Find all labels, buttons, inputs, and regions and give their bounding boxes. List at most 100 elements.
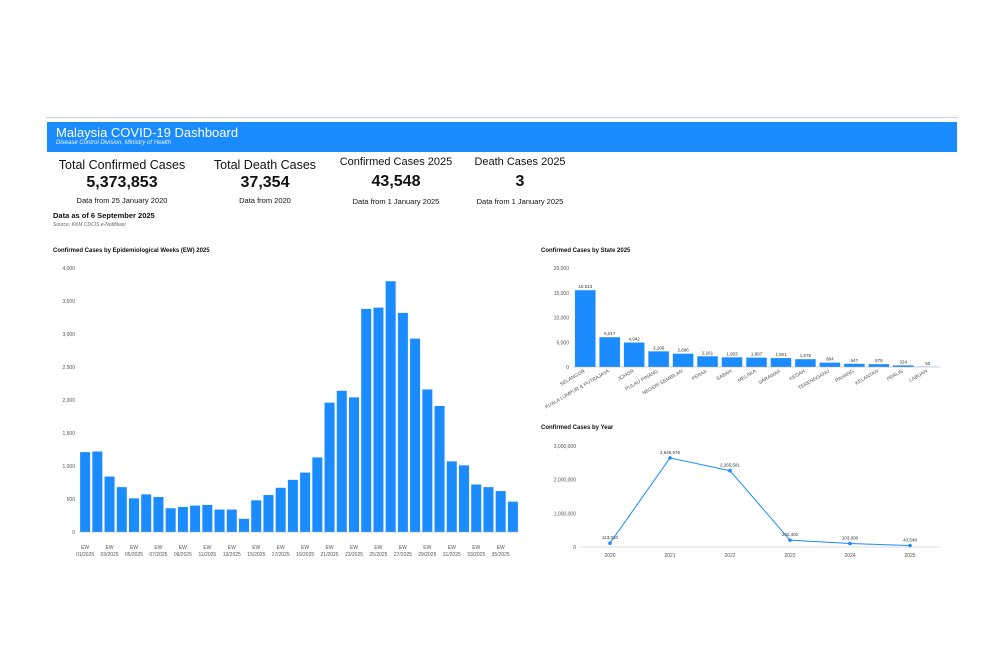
y-tick-label: 2,000: [62, 398, 75, 404]
bar: [300, 472, 311, 532]
x-tick-label-week: 23/2025: [345, 552, 363, 558]
y-tick-label: 20,000: [554, 266, 570, 272]
bar: [348, 397, 360, 532]
bar: [202, 504, 213, 532]
bar: [251, 500, 262, 532]
x-tick-label-week: 09/2025: [174, 552, 192, 558]
x-tick-label-ew: EW: [106, 545, 114, 551]
x-tick-label-week: 25/2025: [369, 552, 387, 558]
bar: [385, 281, 396, 532]
kpi-label: Total Confirmed Cases: [58, 158, 186, 172]
x-tick-label-ew: EW: [252, 545, 260, 551]
data-point: [908, 543, 912, 548]
bar: [336, 390, 347, 532]
kpi-total-deaths: Total Death Cases 37,354 Data from 2020: [205, 158, 325, 205]
bar: [226, 509, 237, 532]
x-tick-label-week: 29/2025: [418, 552, 436, 558]
x-tick-label-ew: EW: [374, 545, 382, 551]
bar: [458, 465, 470, 532]
x-tick-label-ew: EW: [203, 545, 211, 551]
x-tick-label-ew: EW: [228, 545, 236, 551]
bar-value-label: 575: [875, 358, 883, 363]
y-tick-label: 0: [72, 530, 75, 536]
bar: [422, 389, 433, 532]
y-tick-label: 1,500: [62, 431, 75, 437]
data-point: [608, 541, 612, 545]
series-line: [609, 457, 911, 547]
y-tick-label: 2,000,000: [554, 478, 576, 484]
x-tick-label-ew: EW: [448, 545, 456, 551]
kpi-note: Data from 1 January 2025: [352, 197, 440, 206]
x-tick-label-ew: EW: [154, 545, 162, 551]
y-tick-label: 0: [566, 365, 569, 371]
bar: [116, 487, 127, 532]
y-tick-label: 0: [573, 545, 576, 551]
bar-value-label: 50: [925, 361, 931, 366]
dashboard-header: Malaysia COVID-19 Dashboard Disease Cont…: [47, 122, 957, 152]
x-tick-label: 2022: [724, 553, 735, 559]
y-tick-label: 1,000,000: [554, 511, 576, 517]
x-tick-label: 2025: [904, 553, 915, 559]
bar: [819, 362, 841, 367]
x-tick-label-ew: EW: [472, 545, 480, 551]
bar-value-label: 2,161: [702, 350, 714, 355]
bar: [177, 506, 188, 532]
bar-value-label: 884: [826, 357, 834, 362]
kpi-value: 3: [515, 173, 525, 190]
kpi-label: Total Death Cases: [213, 158, 317, 172]
y-tick-label: 2,500: [62, 365, 75, 371]
kpi-note: Data from 2020: [239, 196, 291, 205]
bar: [471, 484, 482, 532]
data-point: [788, 538, 792, 542]
y-tick-label: 15,000: [554, 291, 570, 297]
x-tick-label-week: 33/2025: [467, 552, 485, 558]
x-tick-label-week: 05/2025: [125, 552, 143, 558]
kpi-value: 37,354: [240, 174, 290, 191]
x-tick-label: 2024: [844, 553, 855, 559]
bar-value-label: 6,017: [604, 331, 616, 336]
bar: [80, 452, 91, 532]
x-tick-label-week: 07/2025: [149, 552, 167, 558]
x-tick-label-week: 21/2025: [321, 552, 339, 558]
x-tick-label-week: 01/2025: [76, 552, 94, 558]
bar: [434, 405, 445, 532]
chart-title-year: Confirmed Cases by Year: [541, 425, 614, 431]
x-tick-label-week: 15/2025: [247, 552, 265, 558]
data-label: 2,265,581: [720, 463, 741, 468]
bar: [623, 342, 645, 367]
x-tick-label-week: 13/2025: [223, 552, 241, 558]
bar: [893, 365, 914, 367]
bar: [361, 308, 372, 532]
bar: [312, 457, 323, 532]
x-tick-label-ew: EW: [350, 545, 358, 551]
bar-value-label: 1,897: [751, 352, 763, 357]
bar-value-label: 1,575: [800, 353, 812, 358]
x-tick-label-ew: EW: [81, 545, 89, 551]
data-point: [668, 456, 672, 460]
bar: [128, 498, 140, 532]
bar-value-label: 4,942: [629, 337, 641, 342]
x-tick-label-ew: EW: [130, 545, 138, 551]
y-tick-label: 3,500: [62, 299, 75, 305]
data-label: 202,402: [782, 532, 799, 537]
kpi-label: Death Cases 2025: [474, 156, 566, 168]
kpi-note: Data from 25 January 2020: [76, 196, 168, 205]
bar: [483, 487, 494, 532]
bar: [844, 363, 865, 367]
bar: [92, 451, 103, 532]
bar: [507, 501, 518, 532]
bar-value-label: 1,953: [726, 351, 738, 356]
bar: [697, 356, 718, 367]
bar: [599, 337, 620, 367]
bar: [446, 461, 457, 532]
data-label: 2,645,576: [660, 450, 681, 455]
bar: [275, 487, 286, 532]
y-tick-label: 500: [67, 497, 76, 503]
bar: [495, 491, 506, 532]
kpi-note: Data from 1 January 2025: [476, 197, 564, 206]
bar: [648, 351, 669, 367]
bar: [104, 476, 115, 532]
data-label: 43,548: [903, 538, 917, 543]
